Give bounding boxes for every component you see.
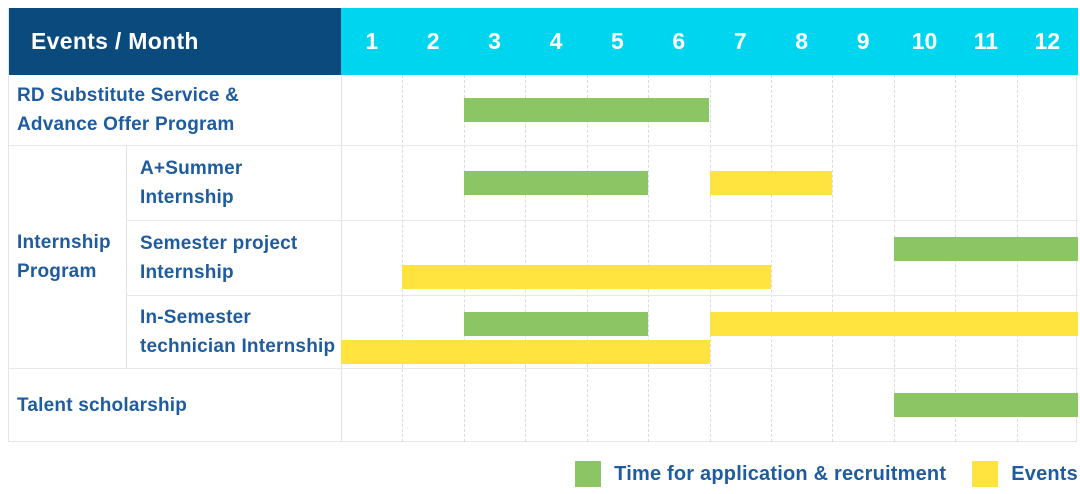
row-divider: [9, 368, 1078, 369]
group-label-line: Internship: [17, 231, 111, 253]
bar-event-semester-project: [402, 265, 771, 289]
month-header-8: 8: [795, 28, 809, 54]
group-label-line: Program: [17, 260, 97, 282]
month-gridline: [832, 75, 834, 442]
row-divider: [126, 220, 1078, 221]
month-header-11: 11: [973, 28, 999, 54]
bar-event-in-semester-technician: [709, 312, 1078, 336]
month-header-7: 7: [733, 28, 747, 54]
legend-item-event: Events: [972, 461, 1078, 487]
row-label-semester-project: Semester project Internship: [126, 220, 341, 295]
row-label-a-plus-summer: A+Summer Internship: [126, 145, 341, 220]
bar-application-semester-project: [893, 237, 1078, 261]
row-label-line: technician Internship: [140, 335, 336, 357]
row-label-in-semester-technician: In-Semester technician Internship: [126, 295, 341, 368]
month-header-4: 4: [549, 28, 563, 54]
row-divider: [9, 145, 1078, 146]
bar-application-rd-substitute: [463, 98, 710, 122]
row-label-line: Advance Offer Program: [17, 114, 235, 135]
month-gridline: [770, 75, 772, 442]
month-header-10: 10: [911, 28, 938, 54]
group-label-internship-program: Internship Program: [9, 145, 126, 368]
month-header-6: 6: [672, 28, 686, 54]
month-gridline: [586, 75, 588, 442]
legend-swatch-event-icon: [972, 461, 999, 487]
month-header-row: 1 2 3 4 5 6 7 8 9 10 11 12: [341, 8, 1078, 75]
row-label-line: RD Substitute Service &: [17, 85, 240, 106]
row-label-line: A+Summer: [140, 157, 243, 179]
month-gridline: [525, 75, 527, 442]
header-events-month-cell: Events / Month: [9, 8, 341, 75]
month-gridline: [648, 75, 650, 442]
month-header-9: 9: [856, 28, 870, 54]
header-events-month-label: Events / Month: [31, 28, 199, 54]
row-label-talent-scholarship: Talent scholarship: [9, 368, 341, 442]
row-label-line: In-Semester: [140, 306, 251, 328]
legend-label-event: Events: [1011, 462, 1078, 485]
legend: Time for application & recruitment Events: [549, 456, 1078, 492]
bar-event-a-plus-summer: [709, 171, 833, 195]
month-gridline: [709, 75, 711, 442]
row-label-line: Internship: [140, 186, 234, 208]
row-divider: [126, 295, 1078, 296]
month-header-1: 1: [365, 28, 379, 54]
schedule-table: Events / Month 1 2 3 4 5 6 7 8 9 10 11 12 RD Substi…: [8, 8, 1078, 442]
bar-application-a-plus-summer: [463, 171, 649, 195]
bar-application-talent-scholarship: [893, 393, 1078, 417]
legend-label-application: Time for application & recruitment: [614, 462, 947, 485]
row-label-line: Semester project: [140, 232, 298, 254]
month-header-5: 5: [611, 28, 624, 54]
month-gridline: [463, 75, 465, 442]
row-label-line: Internship: [140, 261, 234, 283]
month-gridline: [402, 75, 404, 442]
month-header-2: 2: [426, 28, 440, 54]
label-grid-divider: [341, 75, 342, 442]
group-sublabel-divider: [126, 145, 127, 368]
bar-event-in-semester-technician: [341, 340, 710, 364]
month-header-3: 3: [488, 28, 501, 54]
legend-item-application: Time for application & recruitment: [575, 461, 946, 487]
row-label-rd-substitute: RD Substitute Service & Advance Offer Pro…: [9, 75, 341, 145]
row-label-line: Talent scholarship: [17, 394, 188, 416]
bar-application-in-semester-technician: [463, 312, 649, 336]
month-header-12: 12: [1034, 28, 1061, 54]
legend-swatch-application-icon: [575, 461, 602, 487]
